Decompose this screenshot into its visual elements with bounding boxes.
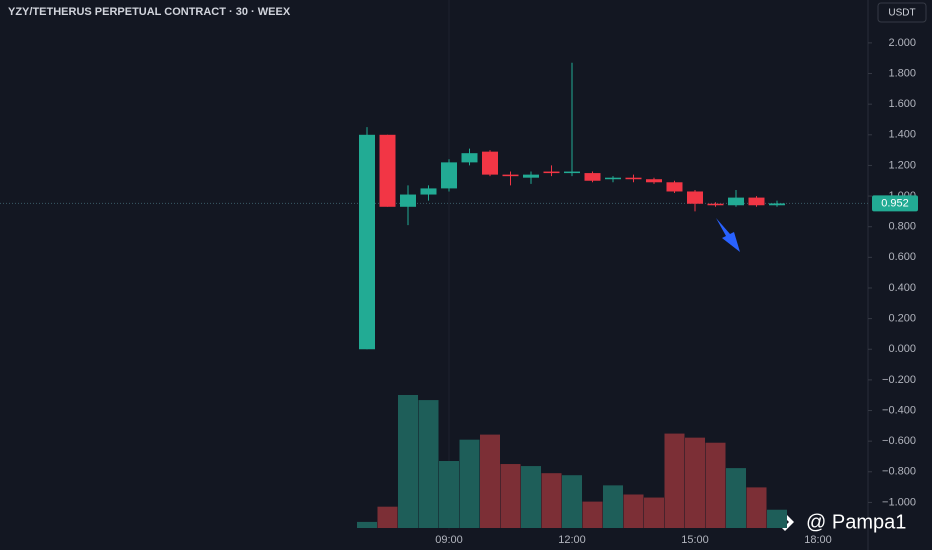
volume-bar [767, 509, 787, 528]
chart-title: YZY/TETHERUS PERPETUAL CONTRACT · 30 · W… [8, 6, 291, 18]
unit-box [877, 2, 927, 23]
volume-bar [644, 497, 664, 528]
x-tick-label: 18:00 [804, 534, 832, 546]
candle-body [564, 171, 580, 174]
candle-body [605, 177, 621, 180]
volume-bar [459, 439, 480, 528]
candle-body [769, 203, 785, 206]
volume-bar [377, 506, 398, 528]
candle-body [441, 162, 457, 189]
y-tick-label: 0.800 [888, 221, 916, 233]
volume-bar [582, 501, 603, 528]
y-tick-label: 0.600 [888, 251, 916, 263]
arrow-annotation [716, 218, 740, 252]
x-tick-label: 12:00 [558, 534, 586, 546]
watermark: @ Pampa1 [806, 511, 906, 533]
volume-bar [705, 442, 726, 528]
candle-body [461, 153, 478, 163]
candle-body [666, 182, 683, 192]
candle-body [502, 174, 519, 177]
candle-body [584, 173, 601, 181]
y-tick-label: −0.600 [882, 435, 916, 447]
candle-body [625, 177, 642, 180]
y-tick-label: 1.800 [888, 67, 916, 79]
y-tick-label: −1.000 [882, 496, 916, 508]
candle-body [379, 134, 396, 207]
volume-bar [726, 468, 746, 528]
volume-bar [746, 487, 767, 528]
candle-body [359, 134, 375, 350]
volume-bar [398, 395, 418, 528]
candle-body [646, 179, 662, 183]
volume-bar [685, 437, 705, 528]
volume-bar [521, 466, 541, 528]
candle-body [748, 197, 765, 206]
volume-bar [500, 464, 521, 528]
volume-bar [562, 475, 582, 528]
candle-body [420, 188, 437, 195]
candle-body [400, 194, 416, 207]
candle-body [543, 171, 560, 174]
candle-body [523, 174, 539, 178]
volume-bar [603, 485, 623, 528]
x-tick-label: 09:00 [435, 534, 463, 546]
y-tick-label: 1.200 [888, 159, 916, 171]
y-tick-label: 1.400 [888, 129, 916, 141]
y-tick-label: −0.800 [882, 466, 916, 478]
volume-bar [439, 460, 459, 528]
candle-body [707, 203, 724, 206]
candle-body [728, 197, 744, 206]
volume-bar [541, 473, 562, 528]
y-tick-label: 2.000 [888, 37, 916, 49]
y-unit: USDT [888, 8, 915, 19]
candle-body [687, 191, 703, 204]
last-price-box [872, 195, 918, 212]
y-tick-label: 0.400 [888, 282, 916, 294]
y-tick-label: −0.200 [882, 374, 916, 386]
y-tick-label: 0.000 [888, 343, 916, 355]
volume-bar [480, 434, 500, 528]
volume-bar [664, 433, 685, 528]
volume-bar [418, 400, 439, 528]
y-tick-label: 0.200 [888, 313, 916, 325]
y-tick-label: −0.400 [882, 404, 916, 416]
x-tick-label: 15:00 [681, 534, 709, 546]
volume-bar [357, 521, 377, 528]
volume-bar [623, 494, 644, 528]
candle-body [482, 151, 498, 175]
y-tick-label: 1.600 [888, 98, 916, 110]
last-price-label: 0.952 [881, 197, 909, 209]
